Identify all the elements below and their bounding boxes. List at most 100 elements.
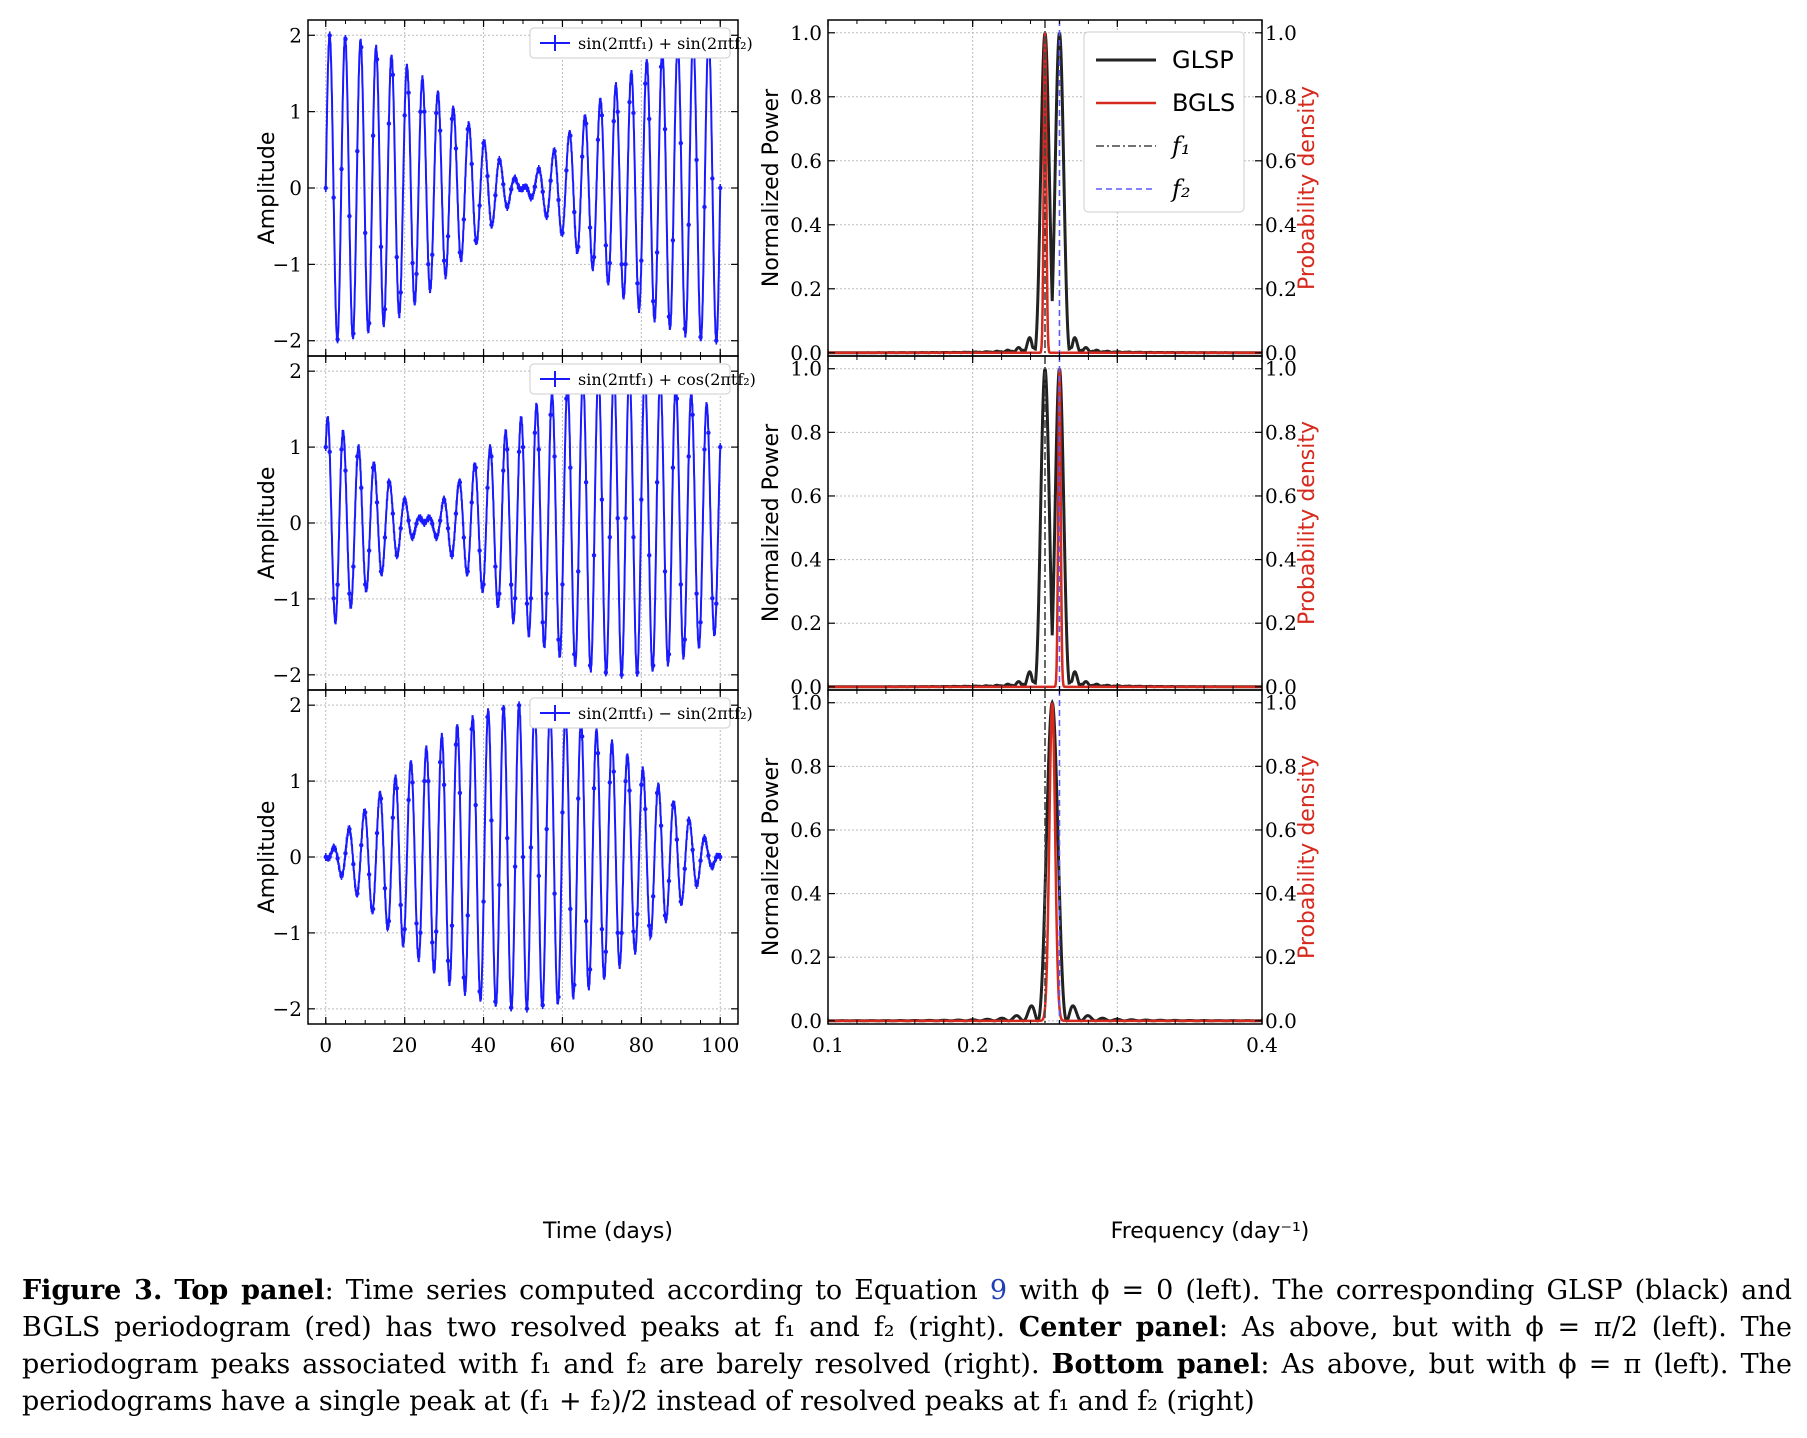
y2-tick-label: 0.4 — [1265, 882, 1297, 906]
data-point — [497, 591, 502, 596]
data-point — [694, 882, 699, 888]
data-point — [710, 864, 715, 869]
data-point — [552, 149, 557, 154]
legend: sin(2πtf₁) + sin(2πtf₂) — [529, 27, 753, 59]
y-tick-label: 1 — [289, 435, 302, 459]
y2-tick-label: 0.6 — [1265, 818, 1297, 842]
data-point — [453, 742, 459, 747]
data-point — [552, 454, 557, 459]
data-point — [355, 454, 360, 459]
data-point — [382, 535, 388, 540]
data-point — [536, 166, 541, 172]
y-tick-label: 0.4 — [790, 548, 822, 572]
data-point — [461, 975, 467, 980]
y2-tick-label: 1.0 — [1265, 691, 1297, 715]
data-point — [331, 845, 336, 850]
legend-label: f₂ — [1170, 175, 1191, 203]
data-point — [473, 465, 478, 470]
data-point — [410, 260, 415, 266]
y-tick-label: 0.0 — [790, 1009, 822, 1033]
data-point — [702, 204, 707, 210]
periodogram-panel: 0.0 0.0 0.2 0.2 0.4 0.4 0.6 0.6 0.8 0.8 1.0 1.0 0.1 0… — [759, 689, 1320, 1057]
data-point — [718, 185, 723, 191]
data-point — [394, 786, 399, 791]
data-point — [568, 465, 573, 470]
data-point — [587, 663, 593, 668]
data-point — [548, 412, 553, 417]
axes-frame — [827, 689, 1263, 1025]
data-point — [540, 1002, 545, 1008]
x-tick-label: 0.2 — [957, 1033, 989, 1057]
data-point — [485, 485, 490, 490]
data-point — [615, 930, 620, 935]
data-point — [386, 480, 392, 485]
data-point — [465, 569, 470, 574]
y-axis-label: Amplitude — [255, 467, 280, 580]
data-point — [445, 234, 451, 239]
data-point — [402, 497, 407, 502]
x-tick-label: 0.3 — [1101, 1033, 1133, 1057]
y2-tick-label: 0.8 — [1265, 420, 1297, 444]
data-point — [579, 154, 585, 159]
data-point — [449, 923, 455, 928]
data-point — [560, 810, 565, 815]
data-point — [643, 81, 648, 86]
data-point — [536, 873, 541, 879]
data-point — [623, 516, 628, 521]
data-point — [335, 856, 340, 861]
x-tick-label: 100 — [701, 1033, 739, 1057]
data-point — [323, 185, 328, 191]
data-point — [508, 187, 514, 192]
data-point — [489, 222, 494, 227]
y-tick-label: 1.0 — [790, 691, 822, 715]
data-point — [686, 222, 691, 227]
y2-tick-label: 0.2 — [1265, 611, 1297, 635]
legend: sin(2πtf₁) − sin(2πtf₂) — [529, 697, 753, 729]
data-point — [674, 396, 680, 401]
legend-label: GLSP — [1172, 46, 1234, 74]
legend-box — [529, 363, 731, 395]
caption-equation-link[interactable]: 9 — [989, 1275, 1008, 1306]
legend-label: sin(2πtf₁) + sin(2πtf₂) — [578, 34, 753, 53]
y-tick-label: 0.4 — [790, 882, 822, 906]
data-point — [434, 110, 439, 116]
data-point — [386, 918, 392, 924]
data-point — [426, 779, 431, 784]
data-point — [540, 620, 545, 625]
right-xlabel: Frequency (day⁻¹) — [1111, 1219, 1310, 1244]
data-point — [662, 569, 668, 574]
data-point — [343, 851, 348, 856]
data-point — [544, 826, 549, 832]
data-point — [607, 780, 612, 785]
y-tick-label: 2 — [289, 359, 302, 383]
data-point — [481, 899, 486, 904]
data-point — [335, 337, 340, 342]
y-tick-label: 2 — [289, 23, 302, 47]
data-point — [493, 564, 498, 569]
data-point — [493, 999, 498, 1004]
data-point — [579, 734, 585, 739]
data-point — [583, 918, 589, 924]
data-point — [422, 778, 427, 784]
data-point — [694, 157, 699, 163]
y2-tick-label: 0.0 — [1265, 341, 1297, 365]
data-point — [654, 250, 660, 255]
data-point — [473, 238, 478, 243]
y2-tick-label: 0.8 — [1265, 85, 1297, 109]
data-point — [335, 582, 340, 587]
data-point — [658, 64, 664, 69]
x-tick-label: 60 — [550, 1033, 575, 1057]
data-point — [437, 760, 443, 765]
y2-axis-label: Probability density — [1295, 755, 1320, 959]
data-point — [603, 949, 609, 954]
data-point — [386, 121, 392, 126]
data-point — [370, 906, 376, 912]
data-point — [532, 184, 538, 189]
data-point — [390, 72, 396, 78]
data-point — [366, 548, 372, 553]
legend-box — [529, 27, 731, 59]
data-point — [572, 652, 577, 657]
legend-box — [529, 697, 731, 729]
data-point — [398, 290, 403, 295]
